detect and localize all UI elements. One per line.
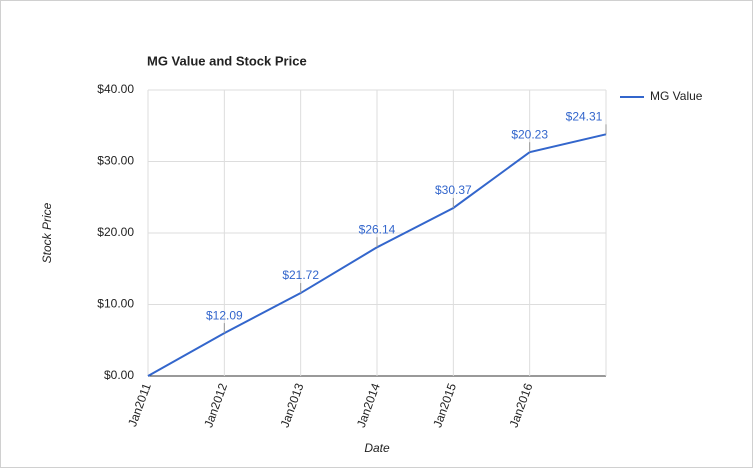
annotation: $20.23 xyxy=(511,127,548,141)
annotation: $21.72 xyxy=(282,268,319,282)
legend-label: MG Value xyxy=(650,89,703,103)
y-tick-label: $20.00 xyxy=(97,225,134,239)
annotation: $12.09 xyxy=(206,308,243,322)
y-tick-label: $30.00 xyxy=(97,154,134,168)
annotation: $30.37 xyxy=(435,183,472,197)
chart-title: MG Value and Stock Price xyxy=(147,53,307,68)
annotation: $24.31 xyxy=(566,110,603,124)
x-axis-title: Date xyxy=(364,441,390,455)
y-tick-label: $40.00 xyxy=(97,82,134,96)
y-tick-label: $0.00 xyxy=(104,368,134,382)
y-tick-label: $10.00 xyxy=(97,297,134,311)
annotation: $26.14 xyxy=(359,222,396,236)
y-axis-title: Stock Price xyxy=(40,202,54,263)
